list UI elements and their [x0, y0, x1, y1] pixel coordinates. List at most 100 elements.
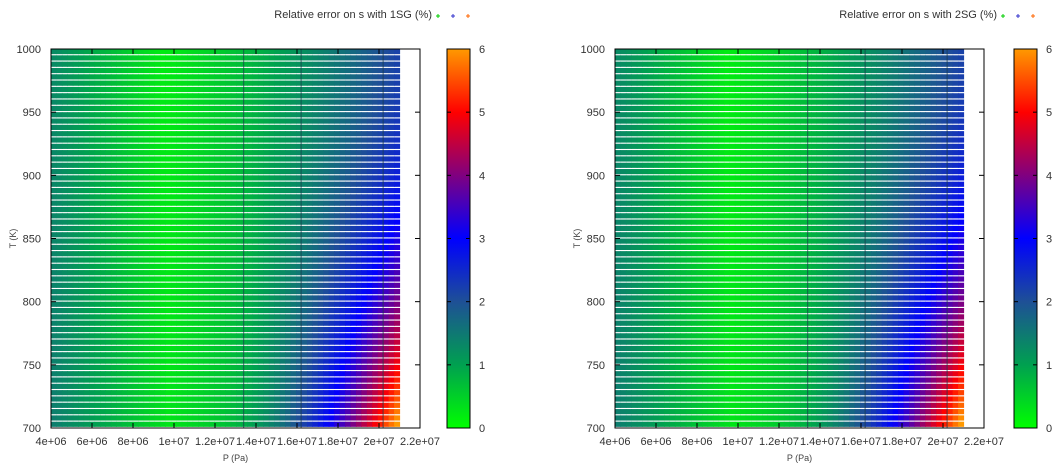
heatmap-cell [230, 93, 237, 99]
heatmap-cell [198, 206, 205, 213]
heatmap-cell [620, 99, 627, 105]
heatmap-cell [740, 80, 747, 86]
heatmap-cell [941, 55, 948, 61]
heatmap-cell [110, 232, 117, 238]
heatmap-cell [734, 55, 741, 61]
heatmap-cell [388, 339, 395, 345]
heatmap-cell [345, 307, 352, 314]
heatmap-cell [225, 156, 232, 162]
heatmap-cell [702, 131, 709, 137]
heatmap-cell [116, 333, 123, 339]
heatmap-cell [170, 364, 177, 371]
heatmap-cell [78, 80, 85, 86]
heatmap-cell [187, 371, 194, 377]
heatmap-cell [323, 251, 330, 257]
heatmap-cell [110, 263, 117, 269]
heatmap-cell [56, 377, 63, 383]
heatmap-cell [241, 206, 248, 213]
heatmap-cell [328, 333, 335, 339]
heatmap-cell [214, 282, 221, 288]
heatmap-cell [377, 415, 384, 421]
heatmap-cell [881, 67, 888, 74]
heatmap-cell [132, 131, 139, 137]
heatmap-cell [51, 93, 58, 99]
heatmap-cell [372, 352, 379, 358]
heatmap-cell [187, 213, 194, 219]
heatmap-cell [290, 238, 297, 244]
heatmap-cell [214, 371, 221, 377]
heatmap-cell [143, 358, 150, 364]
heatmap-cell [729, 86, 736, 93]
heatmap-cell [947, 137, 954, 143]
heatmap-cell [925, 112, 932, 118]
heatmap-cell [702, 86, 709, 93]
heatmap-cell [170, 99, 177, 105]
heatmap-cell [366, 80, 373, 86]
heatmap-cell [816, 131, 823, 137]
heatmap-cell [718, 67, 725, 74]
heatmap-cell [56, 314, 63, 320]
heatmap-cell [334, 333, 341, 339]
heatmap-cell [225, 80, 232, 86]
heatmap-cell [317, 169, 324, 175]
heatmap-cell [328, 187, 335, 194]
heatmap-cell [339, 396, 346, 402]
heatmap-cell [914, 55, 921, 61]
heatmap-cell [339, 421, 346, 427]
heatmap-cell [252, 67, 259, 74]
heatmap-cell [116, 80, 123, 86]
heatmap-cell [696, 99, 703, 105]
heatmap-cell [290, 80, 297, 86]
heatmap-cell [268, 93, 275, 99]
heatmap-cell [143, 74, 150, 80]
heatmap-cell [67, 99, 74, 105]
heatmap-cell [800, 67, 807, 74]
heatmap-cell [674, 80, 681, 86]
heatmap-cell [203, 118, 210, 124]
heatmap-cell [257, 396, 264, 402]
heatmap-cell [941, 112, 948, 118]
heatmap-cell [198, 169, 205, 175]
heatmap-cell [127, 55, 134, 61]
heatmap-cell [887, 99, 894, 105]
heatmap-cell [56, 49, 63, 55]
heatmap-cell [143, 67, 150, 74]
heatmap-cell [388, 364, 395, 371]
heatmap-cell [121, 345, 128, 352]
heatmap-cell [110, 421, 117, 427]
heatmap-cell [225, 112, 232, 118]
heatmap-cell [718, 93, 725, 99]
heatmap-cell [241, 396, 248, 402]
heatmap-cell [658, 86, 665, 93]
heatmap-cell [827, 99, 834, 105]
heatmap-cell [181, 194, 188, 200]
heatmap-cell [658, 137, 665, 143]
heatmap-cell [366, 232, 373, 238]
heatmap-cell [664, 99, 671, 105]
heatmap-cell [827, 150, 834, 156]
heatmap-cell [664, 112, 671, 118]
heatmap-cell [274, 314, 281, 320]
heatmap-cell [72, 55, 79, 61]
heatmap-cell [388, 320, 395, 326]
heatmap-cell [192, 339, 199, 345]
heatmap-cell [914, 49, 921, 55]
heatmap-cell [328, 213, 335, 219]
heatmap-cell [811, 61, 818, 67]
heatmap-cell [620, 105, 627, 112]
heatmap-cell [723, 131, 730, 137]
heatmap-cell [247, 301, 254, 307]
heatmap-cell [620, 61, 627, 67]
heatmap-cell [219, 352, 226, 358]
heatmap-cell [317, 99, 324, 105]
heatmap-cell [756, 131, 763, 137]
heatmap-cell [78, 213, 85, 219]
heatmap-cell [296, 358, 303, 364]
heatmap-cell [138, 162, 145, 168]
heatmap-cell [61, 251, 68, 257]
heatmap-cell [214, 74, 221, 80]
heatmap-cell [176, 200, 183, 206]
heatmap-cell [941, 118, 948, 124]
heatmap-cell [718, 80, 725, 86]
heatmap-cell [78, 67, 85, 74]
